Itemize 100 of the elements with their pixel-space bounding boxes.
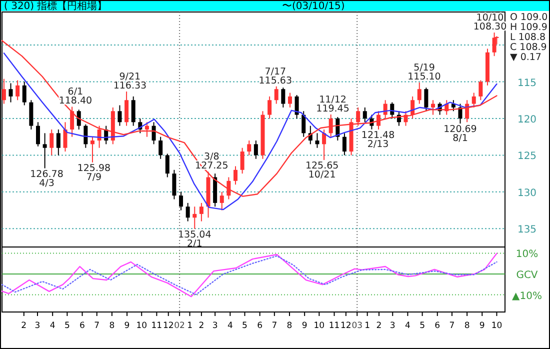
x-tick-label: 10 [136,321,148,331]
x-tick-label: 8 [286,321,292,331]
candlestick [16,80,20,101]
candlestick [362,106,367,123]
candlestick [294,94,299,119]
candlestick [192,206,197,230]
x-tick-label: 9 [479,321,485,331]
candlestick [268,96,272,119]
candlestick [144,122,149,138]
annotation: 7/17 115.63 [258,66,292,86]
text: H 109.9 [510,22,548,33]
x-tick-label: 9 [124,321,130,331]
candlestick [240,147,244,174]
annotation: 11/12 119.45 [316,94,350,114]
candlestick [42,132,47,169]
x-tick-label: 5 [64,321,70,331]
candlestick [199,202,204,222]
text: O 109.0 [510,12,548,23]
candlestick [172,169,176,200]
candlestick [84,124,88,148]
y-tick-label: 120 [517,114,537,126]
x-tick-label: 5 [420,321,426,331]
candlestick [315,132,320,148]
candlestick [417,82,422,104]
x-tick-label: 7 [94,321,100,331]
x-tick-label: 6 [257,321,263,331]
x-tick-label: 10 [314,321,325,331]
x-tick-label: 03 [352,321,363,331]
text: ▼ 0.17 [510,52,542,63]
annotation: 9/21 116.33 [113,72,147,92]
x-tick-label: 2 [376,321,382,331]
candlestick [165,153,170,178]
candlestick [220,191,224,211]
candlestick [431,100,436,116]
candlestick [70,106,74,138]
x-tick-label: 4 [50,321,56,331]
x-tick-label: 6 [434,321,440,331]
candlestick [302,110,306,138]
candlestick [2,78,6,104]
y-tick-label: ▲10% [512,290,542,302]
annotation: 5/19 115.10 [408,62,441,82]
y-tick-label: 125 [517,151,537,162]
x-tick-label: 1 [364,321,370,331]
annotation: 120.69 8/1 [444,124,477,144]
candlestick [50,129,54,156]
candlestick [274,86,278,104]
annotation: 121.48 2/13 [361,130,395,150]
y-tick-label: 10% [516,249,538,260]
candlestick [478,80,483,101]
x-tick-label: 11 [328,321,340,331]
candlestick [124,91,129,126]
chart-title: ( 320) 指標【円相場】 [4,0,108,12]
x-tick-label: 10 [491,321,502,331]
line-series [3,52,498,210]
y-tick-label: 135 [517,224,537,236]
x-tick-label: 3 [390,321,396,331]
candlestick [29,100,34,130]
x-tick-label: 7 [272,321,278,331]
candlestick [76,109,81,130]
candlestick [328,114,333,138]
candlestick [186,202,190,222]
x-tick-label: 4 [404,321,410,331]
x-tick-label: 12 [162,321,174,331]
x-tick-label: 3 [34,321,40,331]
x-tick-label: 6 [80,321,85,331]
x-tick-label: 12 [340,321,352,331]
annotation: 125.98 7/9 [77,162,111,183]
x-tick-label: 1 [187,321,192,331]
x-tick-label: 8 [109,321,115,331]
y-tick-label: GCV [516,270,538,281]
candlestick [158,136,163,160]
x-tick-label: 3 [212,321,218,331]
annotation: 125.65 10/21 [305,160,339,180]
text: L 108.8 [510,32,546,43]
candlestick [342,132,346,156]
x-tick-label: 2 [21,321,27,331]
candlestick [492,32,496,57]
y-tick-label: 130 [517,188,537,199]
candlestick [322,129,326,160]
candlestick [451,100,456,112]
candlestick [90,136,94,163]
candlestick [22,81,26,106]
candlestick [56,129,60,156]
chart-subtitle: 〜(03/10/15) [282,1,345,12]
candlestick [247,140,252,156]
x-tick-label: 8 [464,321,470,331]
candlestick [8,82,13,103]
y-tick-label: 115 [517,78,537,89]
candlestick [281,87,286,108]
candlestick [36,122,40,147]
x-tick-label: 7 [449,321,455,331]
annotation: 126.78 4/3 [30,168,64,189]
candlestick [152,122,156,145]
candlestick [356,106,360,126]
candlestick [63,122,68,152]
candlestick [179,191,184,211]
candlestick [472,92,476,108]
text: C 108.9 [510,42,547,53]
candlestick [254,140,258,160]
annotation: 135.04 2/1 [178,229,212,250]
